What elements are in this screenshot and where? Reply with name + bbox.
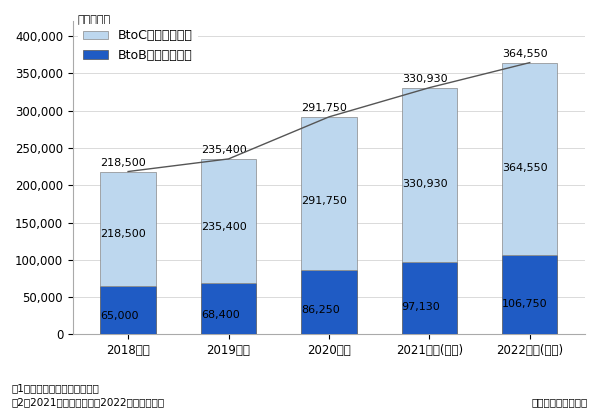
Text: 330,930: 330,930 xyxy=(402,74,448,84)
Text: 235,400: 235,400 xyxy=(201,222,247,232)
Bar xyxy=(402,88,457,262)
Text: 218,500: 218,500 xyxy=(100,158,146,168)
Text: 291,750: 291,750 xyxy=(301,196,347,206)
Text: 291,750: 291,750 xyxy=(301,103,347,113)
Text: 364,550: 364,550 xyxy=(502,49,548,59)
Text: 235,400: 235,400 xyxy=(201,145,247,155)
Text: 68,400: 68,400 xyxy=(201,310,239,320)
Text: 364,550: 364,550 xyxy=(502,163,548,173)
Text: 106,750: 106,750 xyxy=(502,299,548,309)
Bar xyxy=(502,255,557,335)
Bar xyxy=(502,63,557,255)
Bar xyxy=(301,117,356,270)
Text: 218,500: 218,500 xyxy=(100,229,146,240)
Text: 注1．提供事業者売上高ベース
注2．2021年度は見込値、2022年度は予測値: 注1．提供事業者売上高ベース 注2．2021年度は見込値、2022年度は予測値 xyxy=(12,383,165,407)
Text: 97,130: 97,130 xyxy=(402,302,440,312)
Text: 矢野経済研究所調べ: 矢野経済研究所調べ xyxy=(532,397,588,407)
Bar xyxy=(301,270,356,335)
Legend: BtoC（個人向け）, BtoB（法人向け）: BtoC（個人向け）, BtoB（法人向け） xyxy=(78,25,198,67)
Bar xyxy=(100,286,155,335)
Text: 86,250: 86,250 xyxy=(301,305,340,315)
Text: 65,000: 65,000 xyxy=(100,311,139,321)
Text: 330,930: 330,930 xyxy=(402,179,448,189)
Bar xyxy=(100,171,155,286)
Bar xyxy=(201,283,256,335)
Bar xyxy=(402,262,457,335)
Bar xyxy=(201,159,256,283)
Text: （百万円）: （百万円） xyxy=(78,15,111,25)
